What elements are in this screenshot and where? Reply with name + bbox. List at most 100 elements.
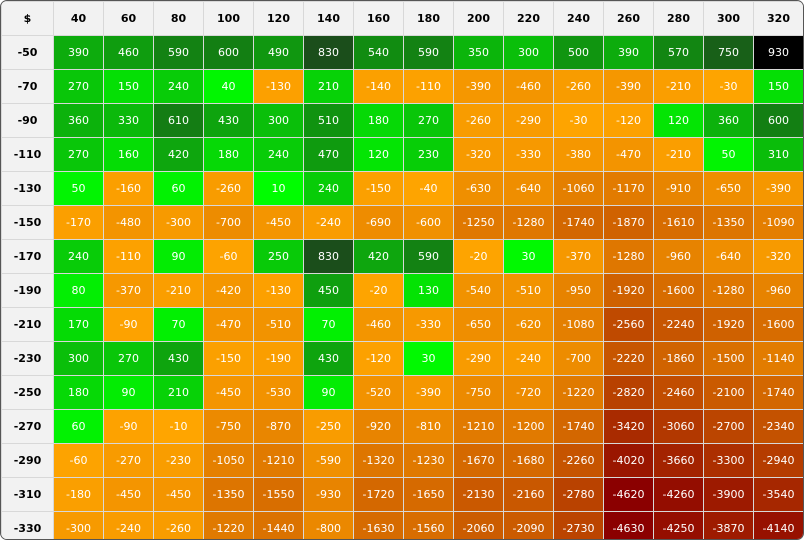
heatmap-cell: -390 — [453, 69, 504, 104]
heatmap-cell: -640 — [503, 171, 554, 206]
column-header: 120 — [253, 1, 304, 36]
heatmap-cell: -460 — [503, 69, 554, 104]
heatmap-cell: 90 — [153, 239, 204, 274]
column-header: 180 — [403, 1, 454, 36]
heatmap-cell: -2060 — [453, 511, 504, 539]
heatmap-cell: -390 — [753, 171, 803, 206]
heatmap-cell: -700 — [203, 205, 254, 240]
heatmap-cell: -330 — [503, 137, 554, 172]
heatmap-cell: -90 — [103, 307, 154, 342]
heatmap-cell: -930 — [303, 477, 354, 512]
row-header: -230 — [1, 341, 54, 376]
heatmap-cell: 300 — [253, 103, 304, 138]
heatmap-cell: 90 — [103, 375, 154, 410]
heatmap-cell: -690 — [353, 205, 404, 240]
heatmap-cell: -2160 — [503, 477, 554, 512]
heatmap-cell: -210 — [653, 69, 704, 104]
heatmap-cell: -2940 — [753, 443, 803, 478]
heatmap-cell: -290 — [503, 103, 554, 138]
heatmap-cell: 160 — [103, 137, 154, 172]
heatmap-cell: -1860 — [653, 341, 704, 376]
heatmap-cell: 750 — [703, 35, 754, 70]
heatmap-cell: 460 — [103, 35, 154, 70]
heatmap-cell: -1350 — [203, 477, 254, 512]
heatmap-cell: 70 — [153, 307, 204, 342]
heatmap-cell: -3060 — [653, 409, 704, 444]
heatmap-cell: 180 — [353, 103, 404, 138]
row-header: -90 — [1, 103, 54, 138]
heatmap-cell: 590 — [403, 35, 454, 70]
heatmap-cell: 170 — [53, 307, 104, 342]
heatmap-cell: 610 — [153, 103, 204, 138]
heatmap-cell: 600 — [753, 103, 803, 138]
heatmap-cell: -1740 — [553, 205, 604, 240]
heatmap-cell: 310 — [753, 137, 803, 172]
heatmap-row: -90 360 330 610 430 300 510 180 270 -260 -290 -30 -1… — [1, 103, 803, 138]
heatmap-cell: -110 — [103, 239, 154, 274]
heatmap-cell: -2130 — [453, 477, 504, 512]
heatmap-cell: -270 — [103, 443, 154, 478]
heatmap-cell: 360 — [53, 103, 104, 138]
heatmap-cell: -1170 — [603, 171, 654, 206]
heatmap-cell: -1200 — [503, 409, 554, 444]
heatmap-cell: 40 — [203, 69, 254, 104]
heatmap-cell: -1600 — [753, 307, 803, 342]
column-header: 140 — [303, 1, 354, 36]
heatmap-cell: -1600 — [653, 273, 704, 308]
heatmap-cell: 210 — [303, 69, 354, 104]
column-header: 200 — [453, 1, 504, 36]
heatmap-row: -210 170 -90 70 -470 -510 70 -460 -330 -650 -620 -1… — [1, 307, 803, 342]
row-header: -130 — [1, 171, 54, 206]
heatmap-cell: 540 — [353, 35, 404, 70]
heatmap-cell: -1140 — [753, 341, 803, 376]
heatmap-cell: -390 — [403, 375, 454, 410]
row-header: -330 — [1, 511, 54, 539]
heatmap-cell: -3300 — [703, 443, 754, 478]
heatmap-cell: -330 — [403, 307, 454, 342]
heatmap-cell: 450 — [303, 273, 354, 308]
heatmap-cell: -130 — [253, 69, 304, 104]
heatmap-cell: -1230 — [403, 443, 454, 478]
heatmap-cell: -170 — [53, 205, 104, 240]
heatmap-cell: -240 — [103, 511, 154, 539]
heatmap-cell: -1560 — [403, 511, 454, 539]
heatmap-row: -130 50 -160 60 -260 10 240 -150 -40 -630 -640 -106… — [1, 171, 803, 206]
heatmap-cell: 600 — [203, 35, 254, 70]
heatmap-cell: -3660 — [653, 443, 704, 478]
heatmap-cell: -320 — [453, 137, 504, 172]
heatmap-cell: 330 — [103, 103, 154, 138]
heatmap-cell: -540 — [453, 273, 504, 308]
heatmap-cell: 350 — [453, 35, 504, 70]
heatmap-row: -330 -300 -240 -260 -1220 -1440 -800 -1630 -1560… — [1, 511, 803, 539]
heatmap-cell: 490 — [253, 35, 304, 70]
heatmap-cell: -920 — [353, 409, 404, 444]
heatmap-cell: 240 — [53, 239, 104, 274]
heatmap-cell: 270 — [103, 341, 154, 376]
heatmap-cell: -240 — [303, 205, 354, 240]
heatmap-cell: -1630 — [353, 511, 404, 539]
heatmap-cell: -2220 — [603, 341, 654, 376]
heatmap-cell: -3420 — [603, 409, 654, 444]
header-row: $ 40 60 80 100 120 140 160 180 200 220 240 260 280 30… — [1, 1, 803, 36]
heatmap-cell: -810 — [403, 409, 454, 444]
heatmap-cell: -420 — [203, 273, 254, 308]
heatmap-cell: -1220 — [203, 511, 254, 539]
heatmap-cell: -1740 — [553, 409, 604, 444]
heatmap-cell: 270 — [53, 69, 104, 104]
heatmap-cell: -1720 — [353, 477, 404, 512]
heatmap-cell: -4630 — [603, 511, 654, 539]
heatmap-cell: -450 — [103, 477, 154, 512]
heatmap-cell: -800 — [303, 511, 354, 539]
row-header: -270 — [1, 409, 54, 444]
heatmap-cell: -2260 — [553, 443, 604, 478]
heatmap-cell: -180 — [53, 477, 104, 512]
heatmap-cell: -90 — [103, 409, 154, 444]
heatmap-cell: -1280 — [703, 273, 754, 308]
heatmap-cell: -1440 — [253, 511, 304, 539]
heatmap-row: -150 -170 -480 -300 -700 -450 -240 -690 -600 -125… — [1, 205, 803, 240]
heatmap-cell: -2700 — [703, 409, 754, 444]
column-header: 100 — [203, 1, 254, 36]
heatmap-cell: -130 — [253, 273, 304, 308]
heatmap-cell: 430 — [153, 341, 204, 376]
